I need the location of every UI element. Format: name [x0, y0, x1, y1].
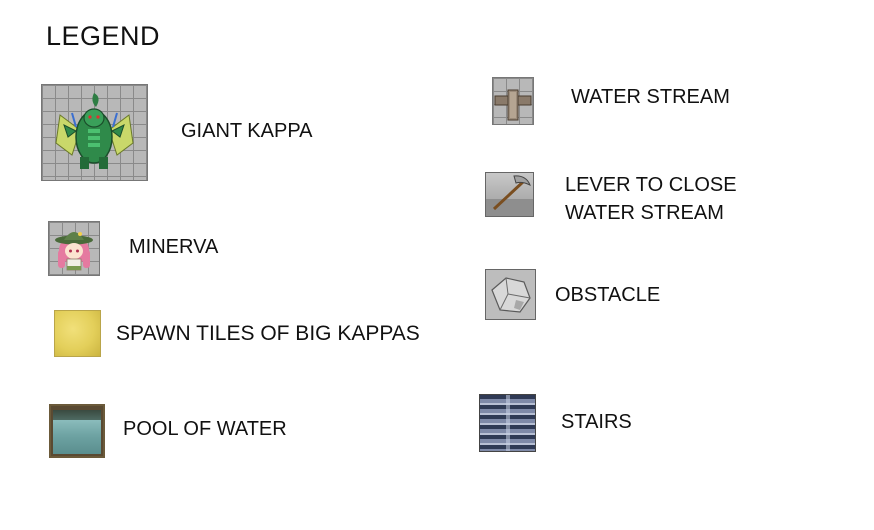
- stairs-icon: [479, 394, 536, 452]
- lever-icon: [485, 172, 534, 217]
- minerva-label: MINERVA: [129, 236, 219, 258]
- obstacle-icon: [485, 269, 536, 320]
- stairs-divider: [506, 395, 510, 451]
- pool-water-surface: [53, 420, 101, 454]
- giant-kappa-icon: [41, 84, 148, 181]
- lever-label: LEVER TO CLOSE WATER STREAM: [565, 171, 737, 227]
- legend-title: LEGEND: [46, 21, 161, 51]
- lever-label-line2: WATER STREAM: [565, 202, 724, 224]
- pool-of-water-icon: [49, 404, 105, 458]
- water-stream-label: WATER STREAM: [571, 86, 730, 108]
- minerva-icon: [48, 221, 100, 276]
- water-stream-icon: [492, 77, 534, 125]
- pool-of-water-label: POOL OF WATER: [123, 418, 287, 440]
- pool-water-edge: [53, 410, 101, 420]
- obstacle-label: OBSTACLE: [555, 284, 661, 306]
- lever-label-line1: LEVER TO CLOSE: [565, 174, 737, 196]
- spawn-tiles-label: SPAWN TILES OF BIG KAPPAS: [116, 322, 420, 345]
- stairs-label: STAIRS: [561, 411, 632, 433]
- spawn-tile-icon: [54, 310, 101, 357]
- giant-kappa-label: GIANT KAPPA: [181, 120, 313, 142]
